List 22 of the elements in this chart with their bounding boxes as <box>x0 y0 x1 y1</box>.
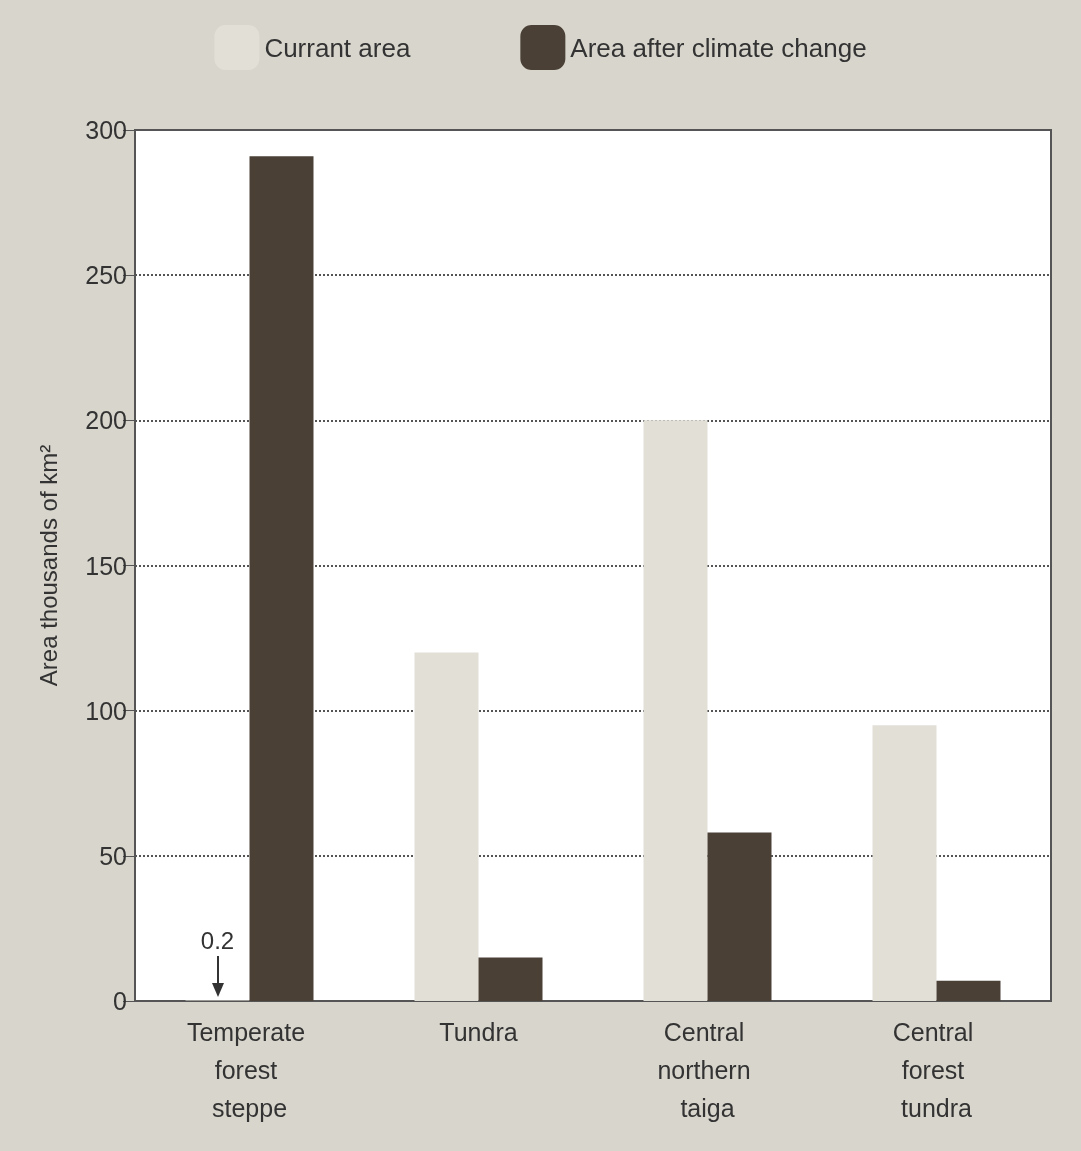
y-tick-label: 0 <box>113 987 127 1015</box>
x-tick-label: Central forest tundra <box>892 1018 981 1122</box>
x-tick-label: Central northern taiga <box>657 1018 758 1122</box>
bar <box>936 980 1001 1001</box>
legend-label: Area after climate change <box>570 32 867 63</box>
legend-label: Currant area <box>264 32 411 63</box>
bar <box>414 652 479 1001</box>
y-axis-title: Area thousands of km² <box>34 444 62 687</box>
x-tick-label: Tundra <box>439 1018 518 1046</box>
y-tick-label: 150 <box>85 551 127 580</box>
bar <box>872 725 937 1001</box>
y-tick-label: 200 <box>85 406 127 435</box>
y-tick-label: 250 <box>85 261 127 290</box>
bar <box>643 420 708 1001</box>
y-tick-label: 100 <box>85 696 127 725</box>
x-tick-label: Temperate forest steppe <box>186 1018 313 1122</box>
y-tick-label: 300 <box>85 116 127 144</box>
bar <box>707 832 772 1001</box>
bar <box>478 957 543 1001</box>
data-label: 0.2 <box>200 926 235 954</box>
bar <box>249 156 314 1001</box>
y-tick-label: 50 <box>99 841 127 870</box>
